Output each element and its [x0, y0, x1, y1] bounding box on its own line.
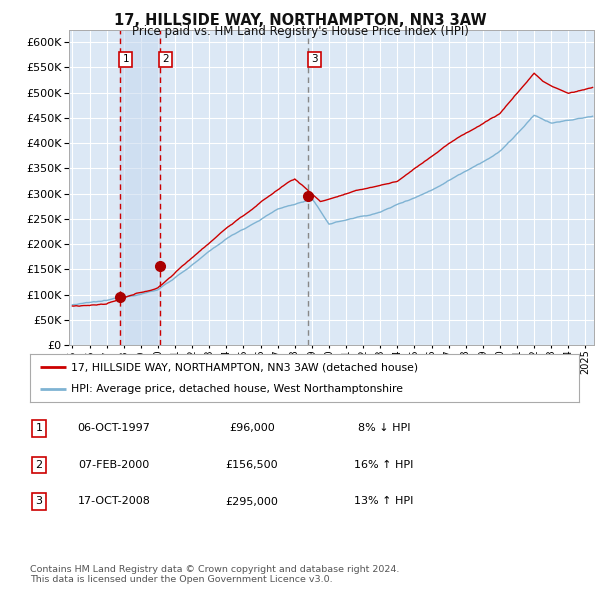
Text: 07-FEB-2000: 07-FEB-2000: [79, 460, 149, 470]
Text: 1: 1: [122, 54, 129, 64]
Text: 06-OCT-1997: 06-OCT-1997: [77, 424, 151, 433]
Text: £156,500: £156,500: [226, 460, 278, 470]
Text: £96,000: £96,000: [229, 424, 275, 433]
Text: £295,000: £295,000: [226, 497, 278, 506]
Text: 17-OCT-2008: 17-OCT-2008: [77, 497, 151, 506]
Text: 1: 1: [35, 424, 43, 433]
Text: 17, HILLSIDE WAY, NORTHAMPTON, NN3 3AW (detached house): 17, HILLSIDE WAY, NORTHAMPTON, NN3 3AW (…: [71, 362, 418, 372]
Text: 16% ↑ HPI: 16% ↑ HPI: [355, 460, 413, 470]
Text: 2: 2: [162, 54, 169, 64]
Text: 3: 3: [311, 54, 317, 64]
Text: 2: 2: [35, 460, 43, 470]
Text: 8% ↓ HPI: 8% ↓ HPI: [358, 424, 410, 433]
Text: 13% ↑ HPI: 13% ↑ HPI: [355, 497, 413, 506]
Text: Price paid vs. HM Land Registry's House Price Index (HPI): Price paid vs. HM Land Registry's House …: [131, 25, 469, 38]
Bar: [120, 30, 160, 345]
Text: 3: 3: [35, 497, 43, 506]
Text: Contains HM Land Registry data © Crown copyright and database right 2024.
This d: Contains HM Land Registry data © Crown c…: [30, 565, 400, 584]
Text: HPI: Average price, detached house, West Northamptonshire: HPI: Average price, detached house, West…: [71, 384, 403, 394]
Text: 17, HILLSIDE WAY, NORTHAMPTON, NN3 3AW: 17, HILLSIDE WAY, NORTHAMPTON, NN3 3AW: [113, 13, 487, 28]
